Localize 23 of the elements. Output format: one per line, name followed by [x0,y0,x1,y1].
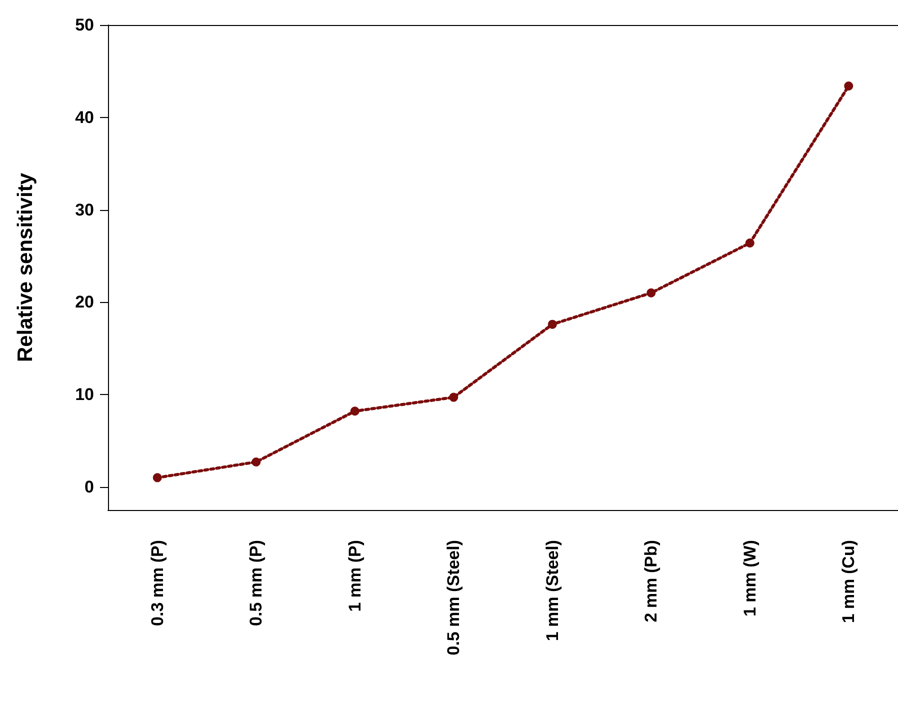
y-tick-label: 50 [75,16,94,34]
point [548,320,557,329]
point [350,406,360,416]
y-tick-label: 0 [84,477,94,496]
y-axis-title: Relative sensitivity [14,172,37,362]
y-tick-label: 20 [75,292,94,312]
point [449,392,458,402]
x-tick-label: 0.5 mm (Steel) [444,540,464,656]
point [844,81,854,90]
y-tick-label: 30 [75,200,94,220]
x-tick-label: 2 mm (Pb) [642,540,661,622]
point [745,238,754,248]
y-tick-label: 10 [75,385,94,404]
x-tick-label: 1 mm (Cu) [839,540,858,624]
x-tick-label: 1 mm (W) [740,540,760,616]
point [252,457,261,466]
point [152,473,162,482]
x-tick-label: 1 mm (P) [345,540,364,612]
x-tick-label: 1 mm (Steel) [542,540,562,642]
point [646,288,656,298]
x-tick-label: 0.3 mm (P) [148,540,167,626]
y-tick-label: 40 [75,108,94,127]
x-tick-label: 0.5 mm (P) [246,540,266,626]
